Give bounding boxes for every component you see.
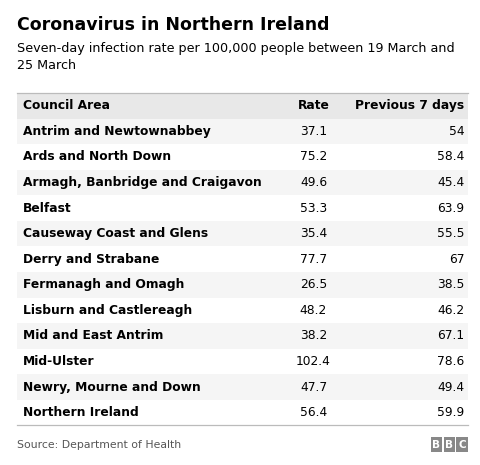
Text: Mid and East Antrim: Mid and East Antrim (23, 330, 163, 342)
Text: Source: Department of Health: Source: Department of Health (17, 440, 181, 450)
Text: Council Area: Council Area (23, 100, 109, 112)
Text: Northern Ireland: Northern Ireland (23, 406, 138, 419)
Text: Mid-Ulster: Mid-Ulster (23, 355, 94, 368)
Text: 67.1: 67.1 (437, 330, 464, 342)
Text: Coronavirus in Northern Ireland: Coronavirus in Northern Ireland (17, 16, 329, 34)
Text: 46.2: 46.2 (437, 304, 464, 317)
Text: Seven-day infection rate per 100,000 people between 19 March and
25 March: Seven-day infection rate per 100,000 peo… (17, 42, 455, 73)
Text: Causeway Coast and Glens: Causeway Coast and Glens (23, 227, 208, 240)
Text: 56.4: 56.4 (300, 406, 327, 419)
Text: Ards and North Down: Ards and North Down (23, 151, 171, 163)
Text: 47.7: 47.7 (300, 381, 327, 393)
Text: 102.4: 102.4 (296, 355, 331, 368)
Text: 45.4: 45.4 (437, 176, 464, 189)
Text: Antrim and Newtownabbey: Antrim and Newtownabbey (23, 125, 210, 138)
Text: Fermanagh and Omagh: Fermanagh and Omagh (23, 279, 184, 291)
Text: 59.9: 59.9 (437, 406, 464, 419)
Text: 67: 67 (449, 253, 464, 266)
Text: 58.4: 58.4 (437, 151, 464, 163)
Text: 55.5: 55.5 (437, 227, 464, 240)
Text: 63.9: 63.9 (437, 202, 464, 214)
Text: 54: 54 (448, 125, 464, 138)
Text: Belfast: Belfast (23, 202, 71, 214)
Text: 78.6: 78.6 (437, 355, 464, 368)
Text: 49.4: 49.4 (437, 381, 464, 393)
Text: B: B (432, 439, 440, 450)
Text: 77.7: 77.7 (300, 253, 327, 266)
Text: Newry, Mourne and Down: Newry, Mourne and Down (23, 381, 200, 393)
Text: 75.2: 75.2 (300, 151, 327, 163)
Text: Derry and Strabane: Derry and Strabane (23, 253, 159, 266)
Text: 35.4: 35.4 (300, 227, 327, 240)
Text: 53.3: 53.3 (300, 202, 327, 214)
Text: 38.5: 38.5 (437, 279, 464, 291)
Text: Previous 7 days: Previous 7 days (355, 100, 464, 112)
Text: Rate: Rate (298, 100, 329, 112)
Text: 49.6: 49.6 (300, 176, 327, 189)
Text: C: C (458, 439, 466, 450)
Text: B: B (445, 439, 453, 450)
Text: 48.2: 48.2 (300, 304, 327, 317)
Text: Lisburn and Castlereagh: Lisburn and Castlereagh (23, 304, 192, 317)
Text: Armagh, Banbridge and Craigavon: Armagh, Banbridge and Craigavon (23, 176, 261, 189)
Text: 37.1: 37.1 (300, 125, 327, 138)
Text: 26.5: 26.5 (300, 279, 327, 291)
Text: 38.2: 38.2 (300, 330, 327, 342)
